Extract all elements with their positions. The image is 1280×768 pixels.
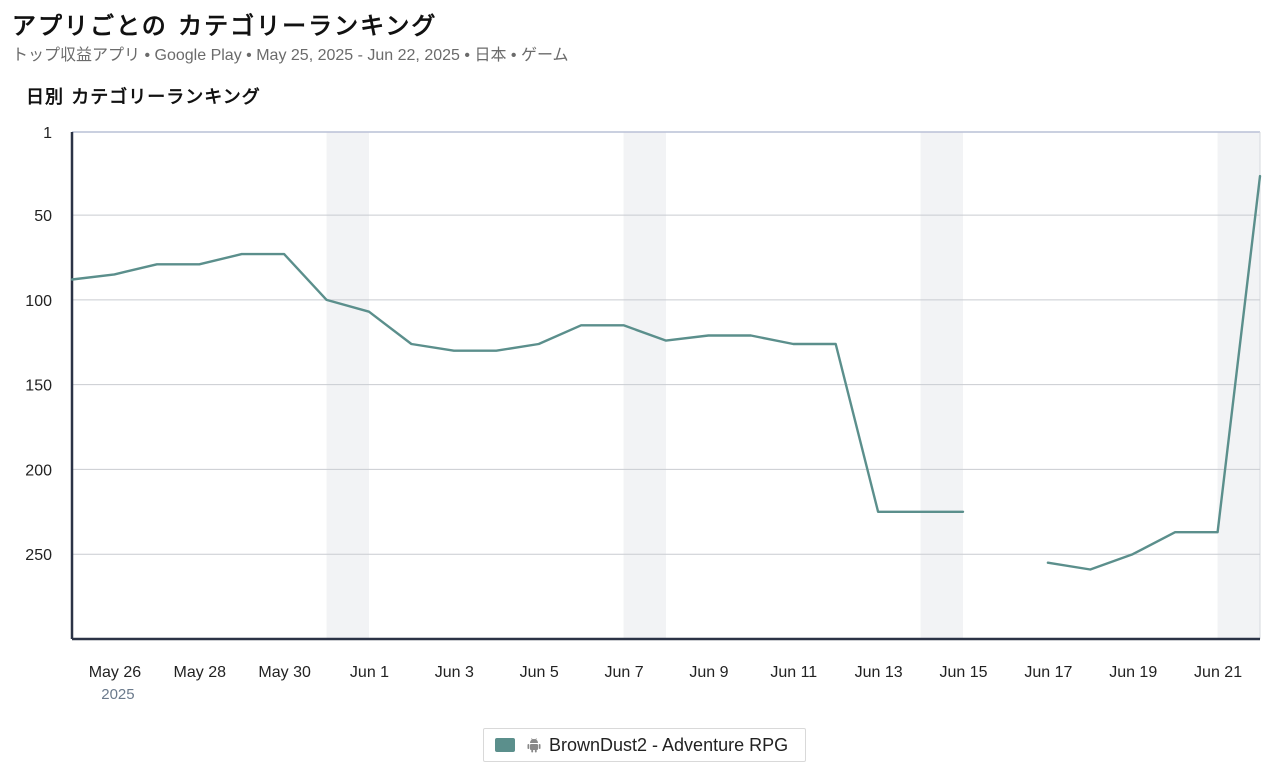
- subtitle-separator: •: [464, 47, 470, 64]
- x-tick-label: Jun 7: [605, 664, 644, 681]
- subtitle-separator: •: [246, 47, 252, 64]
- subtitle-metric: トップ収益アプリ: [12, 47, 141, 64]
- y-tick-label: 50: [34, 208, 52, 225]
- x-tick-label: May 26: [89, 664, 142, 681]
- x-tick-year-label: 2025: [101, 686, 134, 703]
- y-tick-label: 150: [25, 378, 52, 395]
- weekend-band: [623, 132, 666, 639]
- x-tick-label: May 30: [258, 664, 311, 681]
- chart-title: 日別 カテゴリーランキング: [26, 87, 261, 108]
- weekend-band: [326, 132, 369, 639]
- x-tick-label: Jun 17: [1024, 664, 1072, 681]
- chart-legend[interactable]: BrownDust2 - Adventure RPG: [483, 728, 806, 762]
- y-tick-label: 1: [43, 125, 52, 142]
- android-icon: [527, 738, 541, 753]
- x-tick-label: Jun 5: [520, 664, 559, 681]
- legend-label: BrownDust2 - Adventure RPG: [549, 734, 789, 755]
- weekend-band: [920, 132, 963, 639]
- page-title: アプリごとの カテゴリーランキング: [12, 11, 438, 40]
- x-tick-label: Jun 3: [435, 664, 474, 681]
- subtitle-store: Google Play: [154, 47, 242, 64]
- x-tick-label: Jun 15: [939, 664, 987, 681]
- subtitle-country: 日本: [474, 47, 507, 64]
- y-tick-label: 250: [25, 547, 52, 564]
- subtitle-separator: •: [144, 47, 151, 64]
- x-tick-label: Jun 13: [855, 664, 903, 681]
- y-tick-label: 200: [25, 462, 52, 479]
- x-tick-label: Jun 19: [1109, 664, 1157, 681]
- subtitle-separator: •: [510, 47, 517, 64]
- subtitle-category: ゲーム: [520, 47, 569, 64]
- weekend-band: [1217, 132, 1260, 639]
- series-line-segment: [1046, 174, 1262, 571]
- y-tick-label: 100: [25, 293, 52, 310]
- series-line-segment: [70, 252, 965, 513]
- x-tick-label: Jun 11: [770, 664, 817, 681]
- subtitle-date-range: May 25, 2025 - Jun 22, 2025: [256, 47, 460, 64]
- legend-swatch: [495, 738, 515, 752]
- x-tick-label: Jun 1: [350, 664, 389, 681]
- page-subtitle: トップ収益アプリ • Google Play • May 25, 2025 - …: [12, 41, 569, 65]
- x-tick-label: May 28: [174, 664, 227, 681]
- x-tick-label: Jun 21: [1194, 664, 1242, 681]
- x-tick-label: Jun 9: [689, 664, 728, 681]
